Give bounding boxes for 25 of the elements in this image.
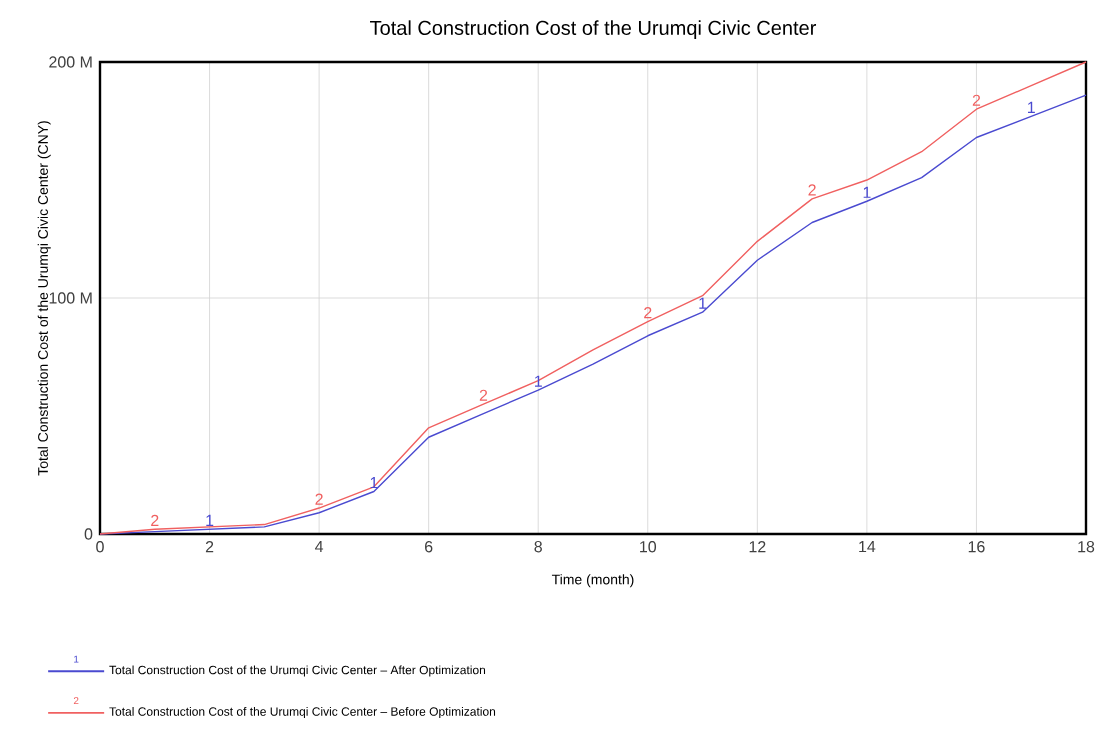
annotation: 2 [479, 389, 488, 401]
x-tick-label: 4 [315, 541, 324, 553]
annotation: 1 [699, 297, 707, 309]
annotation: 1 [370, 477, 378, 489]
x-tick-label: 0 [96, 541, 104, 553]
x-tick-label: 16 [968, 541, 985, 553]
x-tick-label: 14 [859, 541, 876, 553]
x-tick-label: 2 [205, 541, 214, 553]
x-tick-label: 12 [749, 541, 766, 553]
annotation: 1 [206, 514, 214, 526]
chart-title: Total Construction Cost of the Urumqi Civic Center [370, 20, 817, 39]
x-tick-label: 10 [640, 541, 657, 553]
annotation: 2 [644, 307, 652, 319]
annotation: 1 [863, 186, 871, 198]
x-tick-label: 8 [534, 541, 542, 553]
y-tick-label: 200 M [49, 56, 92, 68]
annotation: 2 [972, 94, 981, 106]
x-tick-label: 18 [1078, 541, 1095, 553]
y-tick-label: 100 M [49, 292, 92, 304]
annotation: 2 [151, 514, 159, 526]
annotation: 2 [315, 493, 323, 505]
annotation: 2 [808, 184, 816, 196]
annotation: 1 [1027, 101, 1035, 113]
y-tick-label: 0 [84, 528, 93, 540]
x-tick-label: 6 [425, 541, 433, 553]
